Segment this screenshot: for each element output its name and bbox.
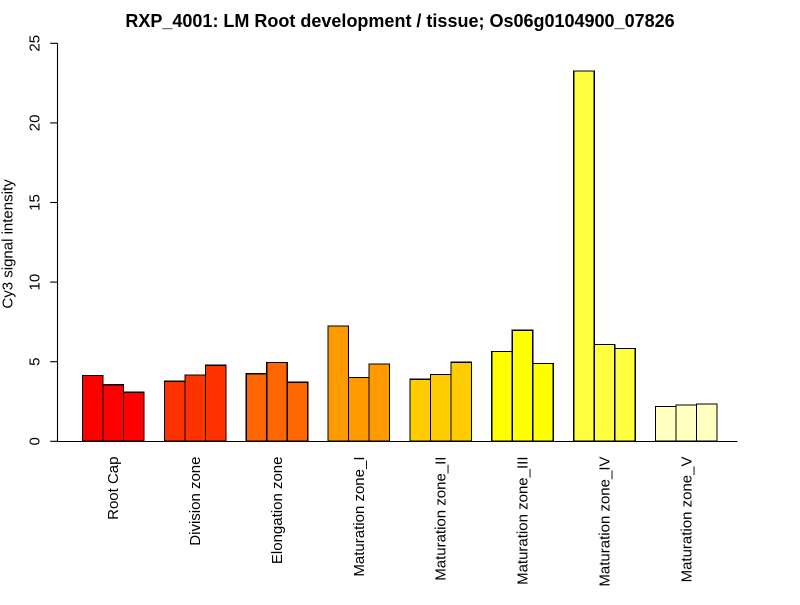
svg-text:Maturation zone_III: Maturation zone_III [515,457,532,585]
svg-text:25: 25 [27,35,44,52]
svg-text:0: 0 [27,437,44,445]
svg-text:Elongation zone: Elongation zone [269,457,286,565]
svg-text:20: 20 [27,115,44,132]
svg-text:RXP_4001: LM Root development: RXP_4001: LM Root development / tissue; … [125,11,674,31]
svg-text:Maturation zone_IV: Maturation zone_IV [596,457,613,587]
svg-text:Cy3 signal intensity: Cy3 signal intensity [0,179,17,309]
svg-text:Maturation zone_V: Maturation zone_V [678,457,695,583]
svg-text:15: 15 [27,194,44,211]
svg-text:Maturation zone_II: Maturation zone_II [433,457,450,581]
svg-text:Root Cap: Root Cap [105,457,122,520]
svg-text:Maturation zone_I: Maturation zone_I [351,457,368,577]
svg-text:Division zone: Division zone [187,457,204,546]
svg-text:5: 5 [27,358,44,366]
svg-text:10: 10 [27,274,44,291]
